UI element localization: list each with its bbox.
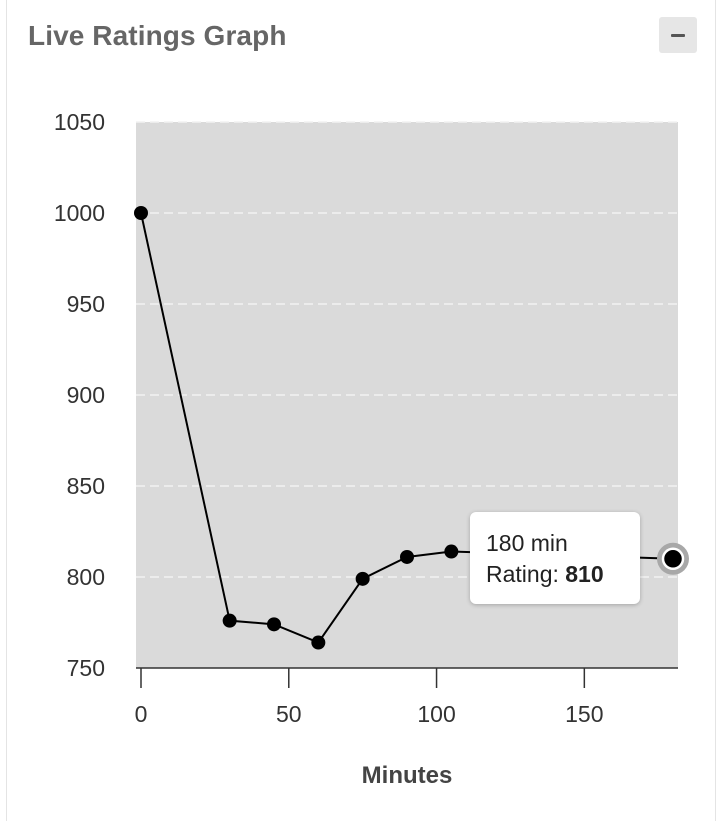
x-axis-title: Minutes	[362, 762, 453, 789]
data-point	[355, 571, 370, 586]
tooltip-x: 180 min	[486, 530, 568, 556]
data-point-highlighted	[661, 547, 685, 571]
x-axis: 0 50 100 150	[135, 667, 678, 727]
y-tick-label: 750	[67, 655, 105, 681]
series-line	[140, 212, 674, 644]
collapse-button[interactable]	[659, 17, 697, 53]
x-tick-label: 0	[135, 701, 148, 727]
data-point	[311, 635, 326, 650]
y-axis: 750 800 850 900 950 1000 1050	[54, 109, 105, 681]
widget-title: Live Ratings Graph	[28, 20, 287, 51]
y-tick-label: 950	[67, 291, 105, 317]
series-markers	[134, 206, 689, 650]
data-point	[267, 617, 281, 632]
x-tick-label: 100	[417, 701, 455, 727]
tooltip-rating: Rating: 810	[486, 559, 640, 590]
tooltip-rating-label: Rating:	[486, 561, 559, 587]
tooltip-rating-value: 810	[565, 561, 604, 587]
x-tick-label: 50	[276, 701, 302, 727]
y-tick-label: 900	[67, 382, 105, 408]
y-tick-label: 1050	[54, 109, 105, 135]
data-point	[222, 613, 237, 628]
minus-icon	[671, 34, 685, 37]
y-tick-label: 850	[67, 473, 105, 499]
data-point	[134, 206, 148, 220]
y-tick-label: 800	[67, 564, 105, 590]
data-point	[400, 549, 414, 564]
x-tick-label: 150	[565, 701, 603, 727]
y-tick-label: 1000	[54, 200, 105, 226]
hover-tooltip: 180 min Rating: 810	[470, 512, 640, 604]
data-point	[444, 544, 459, 559]
